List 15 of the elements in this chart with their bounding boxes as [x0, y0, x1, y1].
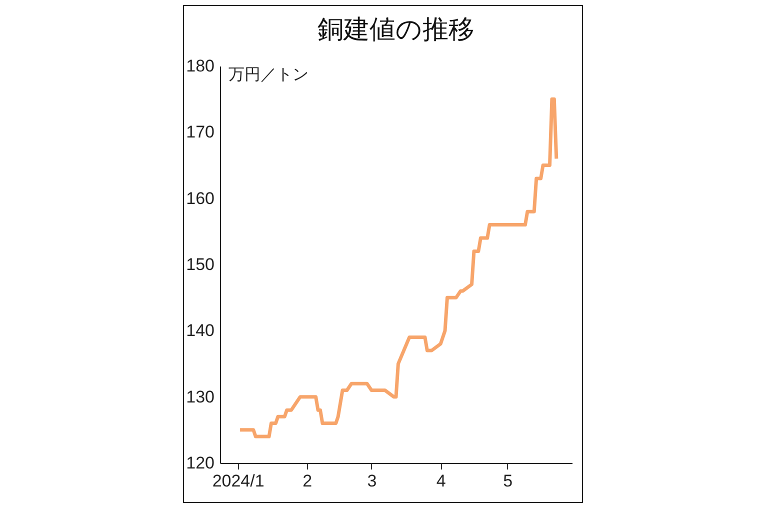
- x-tick-label: 2: [302, 472, 312, 490]
- y-tick-label: 120: [186, 454, 214, 472]
- line-series: [238, 97, 558, 438]
- y-tick-label: 170: [186, 122, 214, 142]
- y-tick-label: 130: [186, 387, 214, 406]
- x-tick-label: 5: [503, 472, 513, 490]
- y-tick-label: 160: [186, 188, 214, 208]
- chart-title: 銅建値の推移: [318, 14, 474, 44]
- x-tick-label: 2024/1: [212, 472, 264, 490]
- y-tick-label: 150: [186, 255, 214, 274]
- y-axis-title: 万円／トン: [228, 66, 308, 84]
- x-tick-label: 4: [436, 472, 446, 490]
- x-tick-label: 3: [367, 472, 377, 490]
- y-tick-label: 180: [186, 56, 214, 76]
- y-tick-label: 140: [186, 321, 214, 340]
